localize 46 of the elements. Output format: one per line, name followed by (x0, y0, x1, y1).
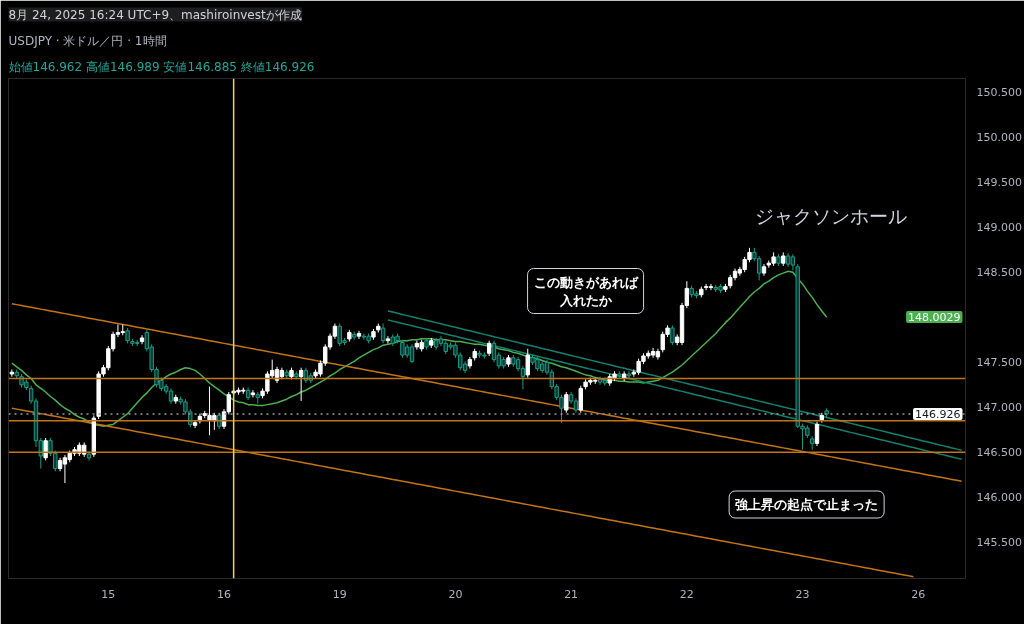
chart-subtitle: 始値146.962 高値146.989 安値146.885 終値146.926 (8, 59, 315, 74)
y-tick-label: 145.500 (976, 536, 1022, 550)
candlestick (298, 367, 304, 402)
x-tick-label: 15 (101, 587, 116, 601)
candlestick (626, 370, 632, 379)
candlestick (756, 255, 762, 281)
candlestick (670, 324, 675, 346)
candlestick (564, 391, 569, 414)
x-tick-label: 26 (911, 587, 926, 601)
candlestick (250, 389, 256, 398)
candlestick (578, 385, 583, 414)
candlestick (703, 283, 709, 291)
y-tick-label: 147.000 (976, 401, 1022, 415)
x-tick-label: 19 (332, 587, 347, 601)
annotation: ジャクソンホール (754, 205, 907, 227)
line-series (11, 270, 828, 427)
candlestick (409, 343, 415, 364)
y-tick-label: 148.500 (976, 266, 1022, 280)
candlestick (62, 454, 68, 484)
y-tick-label: 150.000 (976, 131, 1022, 145)
candlestick (491, 340, 497, 363)
text: 8月 24, 2025 16:24 UTC+9、mashiroinvestが作成 (8, 7, 302, 22)
chart-title: USDJPY · 米ドル／円 · 1時間 (8, 33, 167, 48)
candlestick (9, 368, 15, 378)
y-tick-label: 146.500 (976, 446, 1022, 460)
x-tick-label: 21 (564, 587, 579, 601)
y-tick-label: 150.500 (976, 86, 1022, 100)
candlestick (814, 421, 820, 447)
annotation: 148.0029 (908, 310, 961, 324)
y-tick-label: 146.000 (976, 491, 1022, 505)
x-tick-label: 16 (217, 587, 232, 601)
annotation: 146.926 (915, 408, 961, 421)
candlestick (380, 323, 386, 344)
candlestick (708, 283, 714, 291)
candlestick (650, 347, 656, 359)
candlestick (385, 335, 391, 344)
y-tick-label: 149.000 (976, 221, 1022, 235)
annotation: この動きがあれば入れたか (533, 274, 639, 308)
x-tick-label: 23 (795, 587, 810, 601)
y-tick-label: 147.500 (976, 356, 1022, 370)
x-tick-label: 20 (448, 587, 463, 601)
y-tick-label: 149.500 (976, 176, 1022, 190)
candlestick (356, 330, 362, 340)
candlestick (525, 348, 530, 379)
x-tick-label: 22 (679, 587, 694, 601)
annotation: 強上昇の起点で止まった (735, 497, 879, 512)
